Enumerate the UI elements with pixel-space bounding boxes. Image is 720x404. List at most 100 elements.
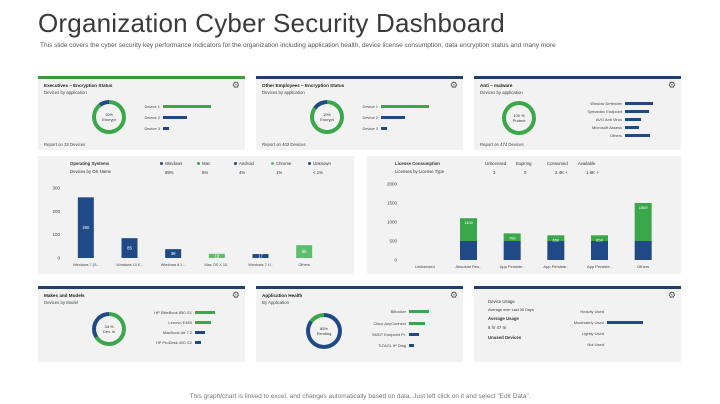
- bar-label: Device 3: [362, 126, 378, 131]
- panel-title: Other Employees – Encryption Status: [262, 83, 345, 88]
- gear-icon[interactable]: ⚙: [231, 290, 240, 300]
- legend-item: Windows: [160, 161, 182, 166]
- panel-title: Operating Systems: [70, 161, 110, 166]
- bar: [381, 105, 429, 108]
- donut-label: Protect: [512, 118, 526, 123]
- legend-pct: < 1%: [313, 170, 323, 175]
- gear-icon[interactable]: ⚙: [667, 80, 676, 90]
- bar-row: Symantec Endpoint: [570, 109, 649, 114]
- y-tick-label: 0: [57, 256, 60, 261]
- x-tick-label: Windows 8.1 ..: [161, 263, 186, 267]
- gear-icon[interactable]: ⚙: [449, 80, 458, 90]
- legend-label: Android: [239, 161, 254, 166]
- data-label: 55: [302, 249, 307, 254]
- legend-label: Windows: [165, 161, 183, 166]
- bar-label: Device 1: [144, 104, 160, 109]
- donut-value: 100 %: [513, 113, 525, 118]
- legend-dot: [271, 162, 274, 165]
- legend-item: Android: [234, 161, 254, 166]
- bar: [195, 331, 205, 334]
- bar-segment: [591, 235, 608, 241]
- x-tick-label: App Persiste..: [500, 264, 525, 269]
- stat-label: Unlicensed: [485, 161, 507, 166]
- stat-label: Available: [578, 161, 596, 166]
- bar-segment: [547, 235, 565, 241]
- license-panel: License Consumption Licenses by License …: [367, 156, 681, 274]
- x-tick-label: Others: [298, 263, 309, 267]
- data-label: 1500: [639, 205, 649, 210]
- donut-center: 34 % Dev. in: [96, 316, 122, 342]
- bar: [163, 127, 169, 130]
- panel-subtitle: Licenses by License Type: [395, 169, 445, 174]
- usage-row: Not Used: [544, 342, 607, 347]
- usage-row: Heavily Used: [544, 309, 607, 314]
- bar-label: AVG Anti Virus: [595, 117, 622, 122]
- bar-label: Device 2: [144, 115, 160, 120]
- panel-subtitle: By Application: [262, 300, 289, 305]
- stat-label: Consumed: [547, 161, 568, 166]
- os-bar-chart: 0 100 200 300 260 Windows 7 (S.. 85 Windows 10 …: [52, 186, 313, 267]
- usage-row: Moderately Used: [544, 320, 643, 325]
- usage-bar: [607, 321, 643, 324]
- bar-label: Bitlocker: [390, 309, 406, 314]
- panel-title: License Consumption: [395, 161, 440, 166]
- gear-icon[interactable]: ⚙: [667, 290, 676, 300]
- donut-label: Encrypt: [102, 117, 116, 122]
- bar: [625, 126, 639, 129]
- operating-systems-panel: Operating Systems Devices by OS Name Win…: [38, 156, 354, 274]
- panel-subtitle: Devices by Model: [44, 300, 78, 305]
- usage-avg-value: 6 hr 47 m: [488, 325, 507, 330]
- y-tick-label: 1500: [387, 201, 398, 206]
- x-tick-label: Windows 10 E..: [116, 263, 142, 267]
- bar-label: Microsoft Assess: [591, 125, 622, 130]
- bar-label: SMDT Endpoint Pr.: [371, 332, 406, 337]
- data-label: 700: [509, 235, 516, 240]
- data-label: 260: [82, 225, 90, 230]
- legend-label: Mac: [202, 161, 211, 166]
- bar-segment: [591, 241, 608, 260]
- bar: [409, 310, 429, 313]
- bar-row: Microsoft Assess: [570, 125, 639, 130]
- bar-label: Others: [609, 133, 622, 138]
- bar-segment: [634, 241, 652, 260]
- bar-label: Device 2: [362, 115, 378, 120]
- x-tick-label: Unlicensed: [415, 264, 435, 269]
- bar-row: Cisco AnyConnect: [352, 321, 425, 326]
- bar-label: HP EliteBook 850 G1: [154, 310, 192, 315]
- bar-row: Device 2: [352, 115, 405, 120]
- device-usage-panel: ⚙ Device Usage Average over Last 30 Days…: [474, 286, 681, 362]
- bar-label: Cisco AnyConnect: [373, 321, 406, 326]
- donut-center: 85% Pending: [310, 317, 338, 345]
- bar-label: Window Defender: [590, 101, 622, 106]
- panel-subtitle: Devices by application: [262, 90, 305, 95]
- bar: [163, 116, 187, 119]
- bar: [625, 110, 649, 113]
- page-subtitle: This slide covers the cyber security key…: [40, 42, 556, 49]
- antimalware-panel: Anti – malware Devices by application ⚙ …: [474, 76, 681, 150]
- legend-dot: [308, 162, 311, 165]
- bar-row: Device 1: [352, 104, 429, 109]
- bar-row: HP EliteBook 850 G1: [134, 310, 215, 315]
- bar-label: Lenovo E450: [168, 320, 192, 325]
- donut-label: Encrypt: [320, 117, 334, 122]
- makes-models-panel: Makes and Models Devices by Model ⚙ 34 %…: [38, 286, 245, 362]
- stat-value: 1.8K +: [586, 170, 599, 175]
- bar: [296, 245, 313, 258]
- data-label: 85: [127, 246, 132, 251]
- donut-center: 100 % Protect: [506, 105, 532, 131]
- bar-row: MacBook Air 7.2: [134, 330, 205, 335]
- panel-title: Device Usage: [488, 299, 515, 304]
- donut-value: 85%: [319, 326, 328, 331]
- panel-subtitle: Devices by application: [44, 90, 87, 95]
- bar-row: HP ProDesk 400 G2: [134, 340, 201, 345]
- gear-icon[interactable]: ⚙: [231, 80, 240, 90]
- other-employees-panel: Other Employees – Encryption Status Devi…: [256, 76, 463, 150]
- legend-pct: 6%: [202, 170, 209, 175]
- data-label: 650: [596, 237, 603, 242]
- bar-row: Device 1: [134, 104, 211, 109]
- gear-icon[interactable]: ⚙: [449, 290, 458, 300]
- x-tick-label: Mac OS X 10..: [204, 263, 229, 267]
- bar: [625, 102, 653, 105]
- stat-label: Expiring: [516, 161, 532, 166]
- usage-label: Moderately Used: [573, 320, 604, 325]
